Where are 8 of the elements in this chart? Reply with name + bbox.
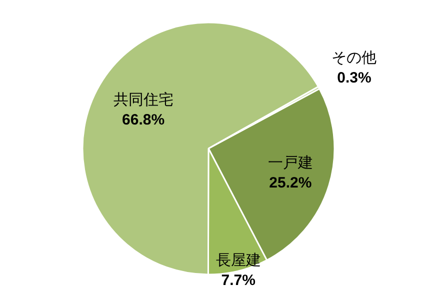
data-label: 0.3% [337, 69, 372, 86]
slice-label: 長屋建 [216, 250, 261, 269]
data-label: 66.8% [122, 111, 165, 128]
data-label: 7.7% [221, 272, 256, 289]
data-label: 25.2% [269, 174, 312, 192]
slice-label: 一戸建 [268, 154, 313, 172]
slice-label: その他 [332, 48, 377, 66]
slice-label: 共同住宅 [113, 90, 174, 108]
